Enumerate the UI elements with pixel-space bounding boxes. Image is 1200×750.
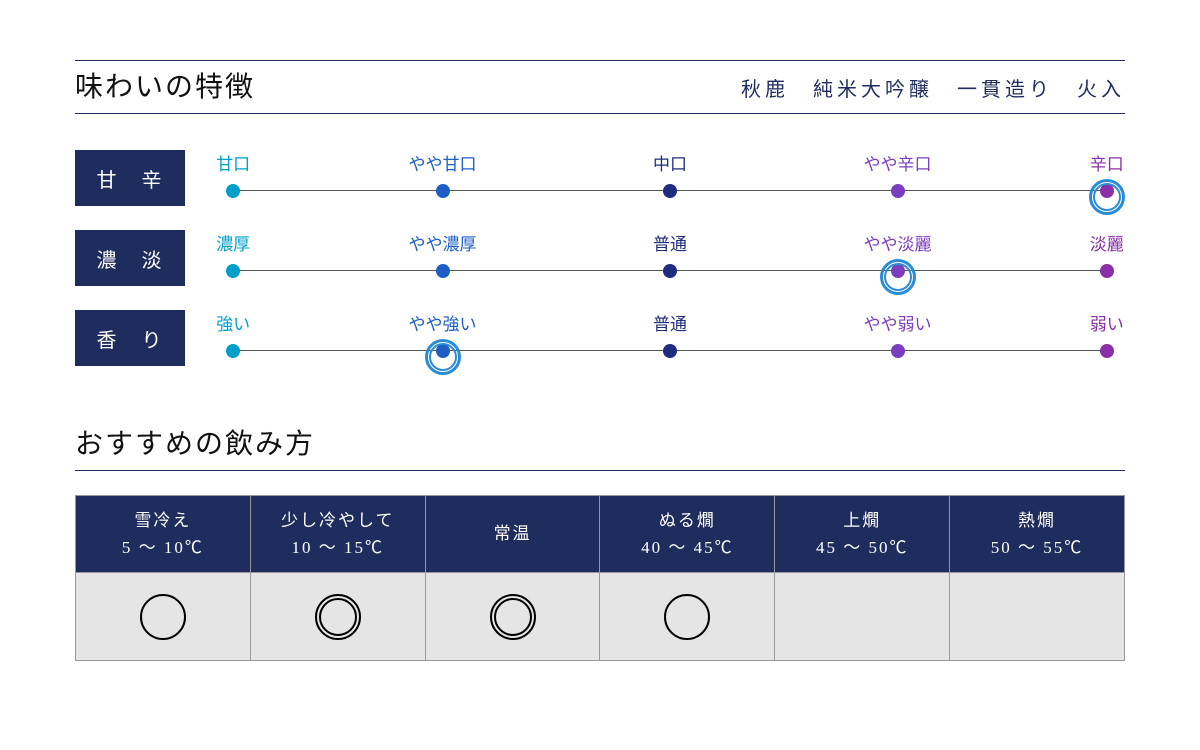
scale-point-label: やや甘口 bbox=[409, 150, 477, 175]
scale-point-label: やや淡麗 bbox=[864, 230, 932, 255]
scale-point: 普通 bbox=[653, 310, 687, 355]
scale-dot bbox=[436, 264, 450, 278]
scale-point-label: やや濃厚 bbox=[409, 230, 477, 255]
serving-temp: 40 〜 45℃ bbox=[641, 534, 734, 561]
serving-name: 少し冷やして bbox=[281, 507, 395, 534]
serving-column-header: 少し冷やして10 〜 15℃ bbox=[251, 495, 425, 573]
serving-temp: 50 〜 55℃ bbox=[991, 534, 1084, 561]
scale-point: 甘口 bbox=[216, 150, 250, 195]
scale-dot bbox=[226, 264, 240, 278]
serving-column-header: ぬる燗40 〜 45℃ bbox=[600, 495, 774, 573]
scale-dot bbox=[663, 264, 677, 278]
scale-point: やや濃厚 bbox=[409, 230, 477, 275]
scale-point: 強い bbox=[216, 310, 250, 355]
scale-point-label: 濃厚 bbox=[216, 230, 250, 255]
serving-column: 熱燗50 〜 55℃ bbox=[950, 495, 1125, 661]
scale-point-label: やや辛口 bbox=[864, 150, 932, 175]
scale-dot bbox=[891, 184, 905, 198]
serving-column-body bbox=[600, 573, 774, 661]
flavor-row-label: 濃 淡 bbox=[75, 230, 185, 286]
flavor-scale: 濃厚 やや濃厚 普通 やや淡麗 淡麗 bbox=[215, 230, 1125, 286]
scale-point-label: やや強い bbox=[409, 310, 477, 335]
circle-single-icon bbox=[140, 594, 186, 640]
serving-column-body bbox=[426, 573, 600, 661]
scale-dot bbox=[226, 184, 240, 198]
serving-column: 雪冷え5 〜 10℃ bbox=[76, 495, 251, 661]
scale-point-label: 甘口 bbox=[216, 150, 250, 175]
scale-point-label: 弱い bbox=[1090, 310, 1124, 335]
serving-name: 熱燗 bbox=[1018, 507, 1056, 534]
flavor-row: 香 り 強い やや強い 普通 やや弱い 弱い bbox=[75, 298, 1125, 378]
scale-dot bbox=[226, 344, 240, 358]
serving-column-body bbox=[76, 573, 250, 661]
scale-point: 淡麗 bbox=[1090, 230, 1124, 275]
serving-column: 上燗45 〜 50℃ bbox=[775, 495, 950, 661]
scale-dot bbox=[436, 184, 450, 198]
scale-point-label: 強い bbox=[216, 310, 250, 335]
circle-double-icon bbox=[490, 594, 536, 640]
serving-temp: 10 〜 15℃ bbox=[291, 534, 384, 561]
scale-point: やや甘口 bbox=[409, 150, 477, 195]
selection-ring-icon bbox=[1089, 179, 1125, 215]
flavor-scale: 甘口 やや甘口 中口 やや辛口 辛口 bbox=[215, 150, 1125, 206]
flavor-section-header: 味わいの特徴 秋鹿 純米大吟醸 一貫造り 火入 bbox=[75, 60, 1125, 114]
scale-point-label: 普通 bbox=[653, 230, 687, 255]
serving-temp: 45 〜 50℃ bbox=[816, 534, 909, 561]
product-name: 秋鹿 純米大吟醸 一貫造り 火入 bbox=[741, 73, 1125, 102]
scale-point-label: 普通 bbox=[653, 310, 687, 335]
serving-column-body bbox=[950, 573, 1124, 661]
flavor-rows: 甘 辛甘口やや甘口中口やや辛口辛口濃 淡濃厚やや濃厚普通やや淡麗淡麗香 り強いや… bbox=[75, 138, 1125, 378]
scale-dot bbox=[891, 344, 905, 358]
scale-point: やや辛口 bbox=[864, 150, 932, 195]
scale-point-label: 中口 bbox=[653, 150, 687, 175]
scale-point: やや淡麗 bbox=[864, 230, 932, 275]
scale-dot bbox=[1100, 264, 1114, 278]
scale-point-label: 淡麗 bbox=[1090, 230, 1124, 255]
serving-column: 常温 bbox=[426, 495, 601, 661]
circle-single-icon bbox=[664, 594, 710, 640]
flavor-row-label: 甘 辛 bbox=[75, 150, 185, 206]
flavor-scale: 強い やや強い 普通 やや弱い 弱い bbox=[215, 310, 1125, 366]
flavor-row: 濃 淡 濃厚 やや濃厚 普通 やや淡麗 淡麗 bbox=[75, 218, 1125, 298]
scale-point: 濃厚 bbox=[216, 230, 250, 275]
serving-column: ぬる燗40 〜 45℃ bbox=[600, 495, 775, 661]
serving-section-header: おすすめの飲み方 bbox=[75, 418, 1125, 471]
serving-column-header: 常温 bbox=[426, 495, 600, 573]
serving-column-body bbox=[251, 573, 425, 661]
serving-name: ぬる燗 bbox=[659, 507, 716, 534]
flavor-row: 甘 辛 甘口 やや甘口 中口 やや辛口 辛口 bbox=[75, 138, 1125, 218]
scale-point: やや弱い bbox=[864, 310, 932, 355]
serving-name: 上燗 bbox=[843, 507, 881, 534]
scale-dot bbox=[663, 184, 677, 198]
scale-dot bbox=[663, 344, 677, 358]
serving-column: 少し冷やして10 〜 15℃ bbox=[251, 495, 426, 661]
serving-table: 雪冷え5 〜 10℃少し冷やして10 〜 15℃常温ぬる燗40 〜 45℃上燗4… bbox=[75, 495, 1125, 661]
circle-double-icon bbox=[315, 594, 361, 640]
serving-name: 常温 bbox=[494, 520, 532, 547]
serving-column-header: 雪冷え5 〜 10℃ bbox=[76, 495, 250, 573]
scale-point: 中口 bbox=[653, 150, 687, 195]
scale-dot bbox=[1100, 344, 1114, 358]
scale-point: 弱い bbox=[1090, 310, 1124, 355]
scale-point: 辛口 bbox=[1090, 150, 1124, 195]
selection-ring-icon bbox=[880, 259, 916, 295]
flavor-row-label: 香 り bbox=[75, 310, 185, 366]
scale-point: やや強い bbox=[409, 310, 477, 355]
scale-point-label: 辛口 bbox=[1090, 150, 1124, 175]
serving-title: おすすめの飲み方 bbox=[75, 422, 315, 462]
serving-column-header: 上燗45 〜 50℃ bbox=[775, 495, 949, 573]
scale-point: 普通 bbox=[653, 230, 687, 275]
flavor-title: 味わいの特徴 bbox=[75, 65, 255, 105]
scale-point-label: やや弱い bbox=[864, 310, 932, 335]
serving-temp: 5 〜 10℃ bbox=[122, 534, 204, 561]
serving-column-header: 熱燗50 〜 55℃ bbox=[950, 495, 1124, 573]
selection-ring-icon bbox=[425, 339, 461, 375]
serving-name: 雪冷え bbox=[134, 507, 191, 534]
serving-column-body bbox=[775, 573, 949, 661]
